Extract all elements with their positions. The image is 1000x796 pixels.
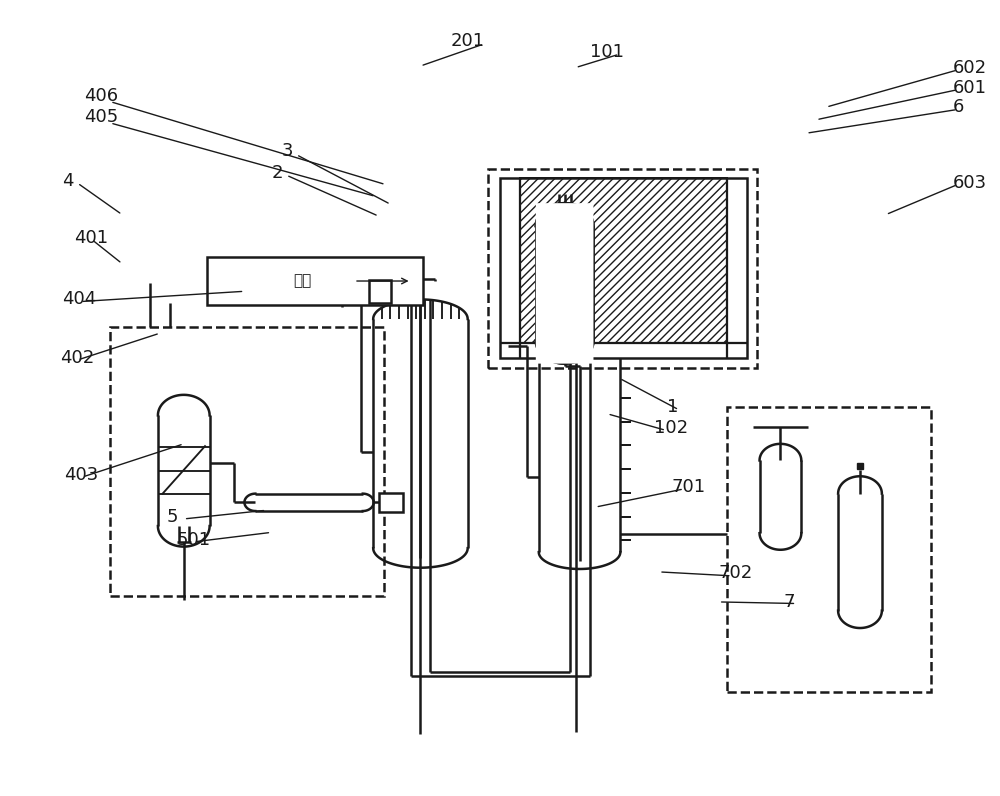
Text: 701: 701 (671, 478, 705, 496)
Text: 402: 402 (60, 349, 95, 368)
Text: 603: 603 (952, 174, 987, 192)
Text: 601: 601 (952, 79, 986, 97)
Text: 501: 501 (177, 531, 211, 549)
Bar (369, 279, 391, 303)
Text: 403: 403 (64, 466, 99, 485)
Text: 201: 201 (451, 32, 485, 49)
Text: 6: 6 (952, 98, 964, 116)
Text: 4: 4 (62, 172, 74, 189)
FancyBboxPatch shape (536, 203, 593, 364)
Bar (488, 169, 757, 368)
Bar (110, 327, 384, 595)
Bar (207, 257, 423, 305)
Text: 7: 7 (783, 593, 795, 611)
Text: 401: 401 (74, 229, 109, 248)
Text: 406: 406 (84, 87, 118, 105)
Bar (727, 408, 931, 692)
Text: 5: 5 (167, 508, 178, 525)
Text: 3: 3 (281, 142, 293, 160)
Bar (379, 493, 403, 512)
Text: 101: 101 (590, 43, 624, 60)
Text: 405: 405 (84, 108, 119, 127)
Bar (520, 178, 727, 342)
Text: 404: 404 (62, 291, 97, 308)
Text: 氮气: 氮气 (293, 274, 311, 288)
Text: 2: 2 (271, 164, 283, 181)
Text: 1: 1 (667, 399, 678, 416)
Text: 602: 602 (952, 59, 987, 76)
Text: 102: 102 (654, 419, 688, 437)
Bar (500, 178, 747, 358)
Text: 702: 702 (719, 564, 753, 583)
